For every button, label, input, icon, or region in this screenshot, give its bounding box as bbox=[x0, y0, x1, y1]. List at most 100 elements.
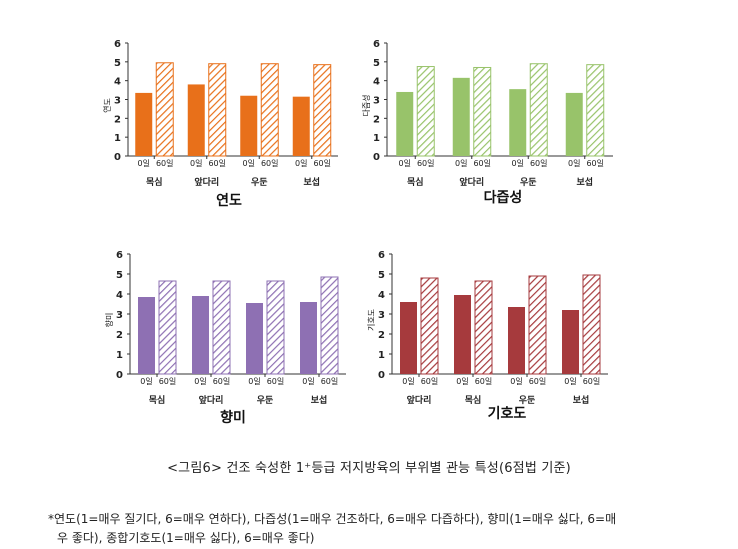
y-axis-label: 기호도 bbox=[367, 309, 376, 331]
y-tick-label: 3 bbox=[378, 310, 385, 321]
bar-day0 bbox=[292, 96, 310, 156]
y-tick-label: 6 bbox=[116, 250, 123, 261]
bar-day60 bbox=[260, 63, 279, 157]
bar-label: 0일 bbox=[140, 377, 152, 386]
category-label: 앞다리 bbox=[407, 394, 432, 406]
bar-label: 0일 bbox=[402, 377, 414, 386]
bar-label: 0일 bbox=[456, 377, 468, 386]
y-tick-label: 4 bbox=[378, 290, 385, 301]
bar-day60 bbox=[582, 274, 601, 375]
y-tick-label: 2 bbox=[373, 114, 380, 125]
category-label: 보섭 bbox=[573, 394, 590, 406]
y-tick-label: 2 bbox=[114, 114, 121, 125]
y-axis-label: 연도 bbox=[103, 98, 112, 113]
bar-label: 60일 bbox=[208, 159, 226, 168]
bar-label: 60일 bbox=[475, 377, 493, 386]
y-tick-label: 4 bbox=[116, 290, 123, 301]
bar-day0 bbox=[138, 297, 155, 374]
bar-day60 bbox=[474, 280, 493, 375]
bar-day60 bbox=[529, 63, 548, 157]
bar-label: 0일 bbox=[243, 159, 255, 168]
category-label: 보섭 bbox=[311, 394, 328, 406]
footnote-line-1: *연도(1=매우 질기다, 6=매우 연하다), 다즙성(1=매우 건조하다, … bbox=[48, 512, 617, 526]
bar-label: 0일 bbox=[455, 159, 467, 168]
bar-label: 0일 bbox=[194, 377, 206, 386]
bar-day0 bbox=[452, 77, 470, 156]
bar-day0 bbox=[246, 303, 263, 374]
bar-day0 bbox=[300, 302, 317, 374]
y-tick-label: 5 bbox=[373, 58, 380, 69]
y-tick-label: 2 bbox=[378, 330, 385, 341]
bar-label: 0일 bbox=[399, 159, 411, 168]
bar-day0 bbox=[240, 95, 258, 156]
category-label: 앞다리 bbox=[194, 176, 219, 188]
bar-label: 60일 bbox=[159, 377, 177, 386]
bar-day60 bbox=[420, 277, 439, 375]
bar-day60 bbox=[320, 276, 339, 375]
footnote: *연도(1=매우 질기다, 6=매우 연하다), 다즙성(1=매우 건조하다, … bbox=[48, 510, 708, 548]
bar-day60 bbox=[266, 280, 285, 375]
category-label: 우둔 bbox=[519, 395, 536, 406]
bar-label: 60일 bbox=[156, 159, 174, 168]
chart-title: 연도 bbox=[216, 193, 242, 209]
bar-day60 bbox=[416, 66, 435, 157]
bar-label: 60일 bbox=[530, 159, 548, 168]
bar-label: 0일 bbox=[564, 377, 576, 386]
chart-title: 다즙성 bbox=[484, 190, 523, 206]
bar-day60 bbox=[155, 62, 174, 157]
bar-label: 60일 bbox=[583, 377, 601, 386]
y-tick-label: 3 bbox=[116, 310, 123, 321]
category-label: 목심 bbox=[465, 394, 482, 406]
y-tick-label: 4 bbox=[373, 77, 380, 88]
bar-day0 bbox=[187, 84, 205, 156]
category-label: 우둔 bbox=[520, 177, 537, 188]
bar-day60 bbox=[586, 64, 605, 157]
chart-title: 기호도 bbox=[488, 406, 527, 422]
y-tick-label: 6 bbox=[114, 39, 121, 50]
bar-label: 0일 bbox=[568, 159, 580, 168]
bar-label: 0일 bbox=[510, 377, 522, 386]
figure-caption: <그림6> 건조 숙성한 1⁺등급 저지방육의 부위별 관능 특성(6점법 기준… bbox=[167, 461, 571, 476]
y-tick-label: 5 bbox=[378, 270, 385, 281]
bar-label: 0일 bbox=[190, 159, 202, 168]
bar-label: 60일 bbox=[529, 377, 547, 386]
y-tick-label: 1 bbox=[378, 350, 385, 361]
bar-day60 bbox=[208, 63, 227, 157]
category-label: 앞다리 bbox=[459, 176, 484, 188]
category-label: 우둔 bbox=[257, 395, 274, 406]
chart-title: 향미 bbox=[220, 409, 246, 426]
y-tick-label: 1 bbox=[116, 350, 123, 361]
y-axis-label: 다즙성 bbox=[362, 94, 371, 116]
bar-label: 0일 bbox=[512, 159, 524, 168]
category-label: 보섭 bbox=[303, 176, 320, 188]
category-label: 보섭 bbox=[576, 176, 593, 188]
bar-day0 bbox=[192, 296, 209, 374]
bar-day0 bbox=[396, 91, 414, 156]
y-tick-label: 5 bbox=[114, 58, 121, 69]
category-label: 목심 bbox=[149, 394, 166, 406]
bar-day0 bbox=[509, 89, 527, 156]
y-tick-label: 3 bbox=[373, 96, 380, 107]
y-tick-label: 0 bbox=[114, 152, 121, 163]
bar-day60 bbox=[473, 66, 492, 157]
y-tick-label: 6 bbox=[373, 39, 380, 50]
bar-label: 0일 bbox=[138, 159, 150, 168]
bar-label: 0일 bbox=[248, 377, 260, 386]
bar-day0 bbox=[400, 302, 417, 374]
bar-label: 60일 bbox=[267, 377, 285, 386]
bar-day0 bbox=[135, 92, 153, 156]
bar-label: 60일 bbox=[213, 377, 231, 386]
bar-day0 bbox=[565, 92, 583, 156]
bar-label: 0일 bbox=[302, 377, 314, 386]
category-label: 목심 bbox=[146, 176, 163, 188]
bar-day60 bbox=[158, 280, 177, 375]
bar-day0 bbox=[454, 295, 471, 374]
y-tick-label: 2 bbox=[116, 330, 123, 341]
bar-label: 60일 bbox=[321, 377, 339, 386]
bar-day60 bbox=[313, 64, 332, 157]
bar-label: 60일 bbox=[473, 159, 491, 168]
